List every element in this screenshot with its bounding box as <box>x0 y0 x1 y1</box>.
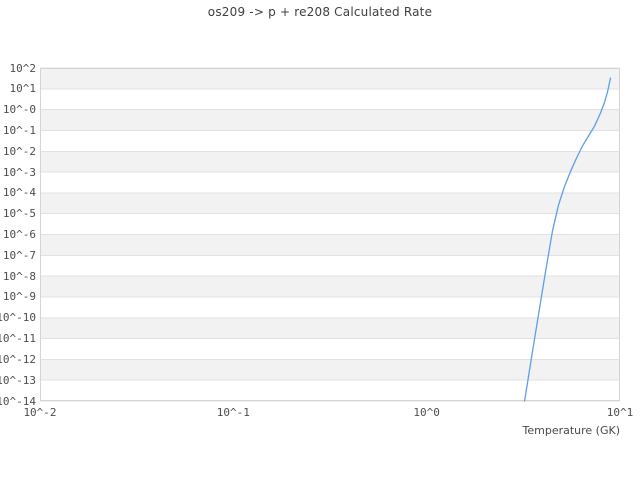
y-tick-label: 10^-11 <box>0 332 36 346</box>
y-tick-label: 10^-6 <box>2 228 36 241</box>
y-tick-label: 10^-8 <box>2 269 36 283</box>
y-tick-label: 10^-13 <box>0 373 36 387</box>
x-tick-label: 10^-2 <box>23 406 57 419</box>
grid-band <box>40 151 620 173</box>
y-tick-label: 10^1 <box>9 82 37 96</box>
y-tick-label: 10^-12 <box>0 352 36 366</box>
y-tick-label: 10^-0 <box>2 103 36 117</box>
chart-title: os209 -> p + re208 Calculated Rate <box>207 5 433 19</box>
grid-band <box>40 234 620 256</box>
x-axis-title: Temperature (GK) <box>522 424 621 437</box>
y-tick-label: 10^2 <box>9 61 37 75</box>
y-tick-label: 10^-14 <box>0 394 36 408</box>
plot-border <box>40 68 620 401</box>
grid-band <box>40 359 620 381</box>
y-tick-label: 10^-2 <box>2 144 36 158</box>
x-tick-label: 10^0 <box>413 406 440 419</box>
grid-band <box>40 317 620 339</box>
y-tick-label: 10^-4 <box>2 186 36 200</box>
y-tick-label: 10^-10 <box>0 311 36 325</box>
y-tick-label: 10^-9 <box>2 290 36 304</box>
grid-band <box>40 192 620 214</box>
x-tick-label: 10^-1 <box>216 406 250 419</box>
y-tick-label: 10^-7 <box>2 248 36 262</box>
grid-band <box>40 109 620 131</box>
rate-line <box>523 77 612 402</box>
x-tick-label: 10^1 <box>606 406 634 419</box>
grid-band <box>40 68 620 89</box>
y-tick-label: 10^-1 <box>2 123 36 137</box>
y-tick-label: 10^-5 <box>2 207 36 221</box>
y-tick-label: 10^-3 <box>2 165 36 179</box>
grid-band <box>40 276 620 297</box>
